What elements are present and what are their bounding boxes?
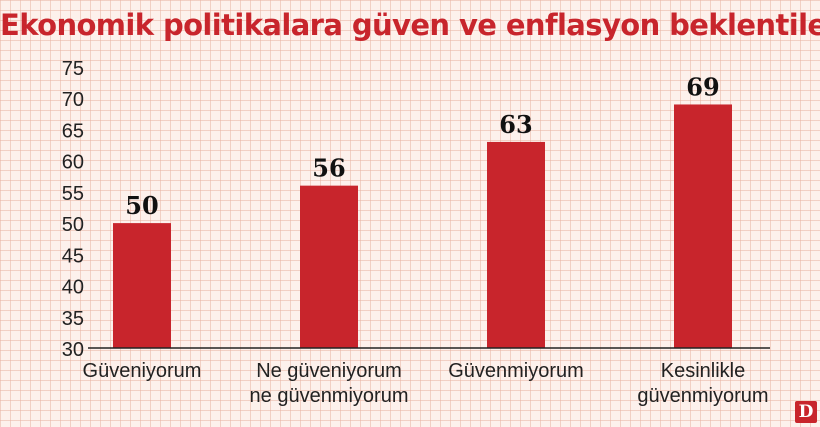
x-category-label: güvenmiyorum (637, 385, 768, 407)
y-tick-label: 50 (62, 214, 84, 236)
x-category-label: Güvenmiyorum (448, 360, 584, 382)
y-tick-label: 65 (62, 120, 84, 142)
x-category-label: Ne güveniyorum (256, 360, 402, 382)
y-tick-label: 55 (62, 183, 84, 205)
bar (300, 185, 358, 348)
bar (113, 223, 171, 348)
y-tick-label: 70 (62, 89, 84, 111)
bar-value-label: 50 (125, 191, 158, 220)
y-tick-label: 75 (62, 58, 84, 80)
y-tick-label: 40 (62, 277, 84, 299)
x-category-label: ne güvenmiyorum (250, 385, 409, 407)
bar-value-label: 63 (499, 110, 532, 139)
y-tick-label: 45 (62, 245, 84, 267)
bar (487, 141, 545, 348)
y-tick-label: 30 (62, 339, 84, 361)
bar-value-label: 69 (686, 72, 719, 101)
bar-value-label: 56 (312, 154, 345, 183)
y-tick-label: 35 (62, 308, 84, 330)
chart-title: Ekonomik politikalara güven ve enflasyon… (0, 8, 820, 42)
brand-logo: D (795, 401, 817, 423)
y-tick-label: 60 (62, 152, 84, 174)
bar (674, 104, 732, 348)
x-category-label: Güveniyorum (83, 360, 202, 382)
x-category-label: Kesinlikle (661, 360, 745, 382)
